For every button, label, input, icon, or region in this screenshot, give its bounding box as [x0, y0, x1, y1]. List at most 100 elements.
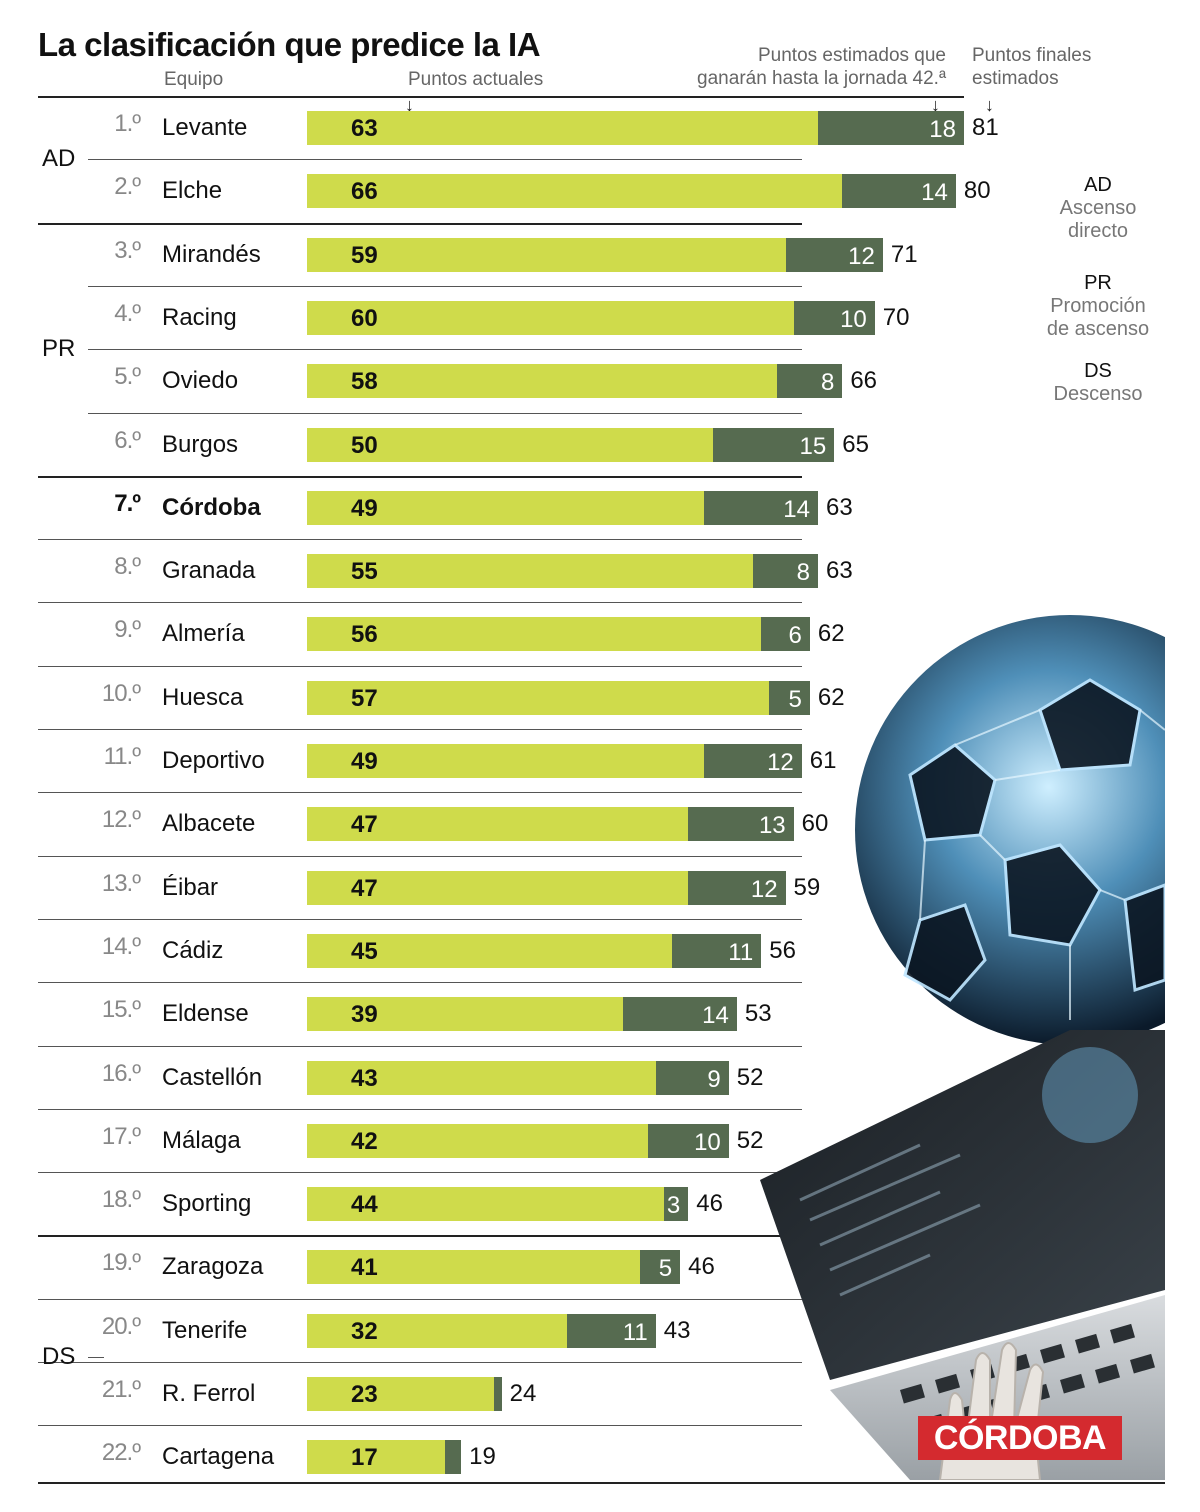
final-points-label: 24	[509, 1380, 537, 1407]
estimated-points-bar	[493, 1377, 502, 1411]
table-row: 10.º Huesca 57 5 62	[0, 666, 1200, 729]
rank-label: 2.º	[114, 173, 141, 201]
estimated-points-label: 5	[788, 685, 802, 713]
header-final-arrow: ↓	[985, 95, 994, 115]
estimated-points-bar: 12	[785, 237, 883, 272]
bottom-rule	[38, 1482, 1165, 1484]
header-estimated-arrow: ↓	[931, 95, 940, 115]
estimated-points-label: 10	[840, 305, 867, 333]
rank-label: 17.º	[101, 1122, 141, 1150]
estimated-points-label: 5	[658, 1255, 673, 1283]
current-points-bar: 60	[307, 300, 794, 335]
row-divider	[38, 539, 802, 541]
table-row: 22.º Cartagena 17 19	[0, 1425, 1200, 1488]
current-points-label: 50	[351, 431, 378, 459]
estimated-points-bar: 6	[761, 617, 810, 652]
team-name: Huesca	[162, 683, 244, 711]
team-name: Racing	[162, 303, 237, 331]
final-points-label: 19	[469, 1443, 496, 1471]
table-row: 6.º Burgos 50 15 65	[0, 413, 1200, 476]
table-row: 9.º Almería 56 6 62	[0, 602, 1200, 665]
current-points-bar: 41	[307, 1250, 640, 1285]
current-points-label: 23	[351, 1381, 378, 1408]
row-divider	[38, 729, 802, 730]
estimated-points-label: 9	[707, 1065, 721, 1093]
current-points-bar: 44	[307, 1187, 664, 1222]
current-points-label: 47	[351, 874, 378, 902]
rank-label: 7.º	[114, 489, 141, 517]
row-divider	[38, 982, 802, 984]
table-row: 12.º Albacete 47 13 60	[0, 792, 1200, 855]
team-name: Granada	[162, 557, 256, 585]
final-points-label: 70	[882, 303, 910, 331]
estimated-points-label: 6	[788, 622, 802, 650]
current-points-label: 32	[351, 1317, 378, 1345]
table-row: 2.º Elche 66 14 80	[0, 159, 1200, 222]
team-name: Córdoba	[162, 493, 261, 521]
current-points-bar: 57	[307, 680, 770, 715]
laptop-screen	[760, 1030, 1165, 1380]
legend-ds: DS Descenso	[1030, 360, 1166, 406]
final-points-label: 63	[826, 493, 853, 521]
final-points-label: 71	[890, 240, 918, 268]
team-name: Castellón	[162, 1063, 263, 1091]
estimated-points-label: 12	[767, 749, 794, 776]
rank-label: 18.º	[101, 1186, 141, 1214]
rank-label: 1.º	[114, 110, 141, 137]
zone-label-ds: DS	[42, 1343, 76, 1370]
team-name: Albacete	[162, 810, 256, 838]
legend-pr-code: PR	[1084, 272, 1112, 294]
current-points-bar: 49	[307, 490, 705, 525]
estimated-points-bar	[444, 1440, 462, 1475]
row-divider	[38, 1362, 802, 1363]
rank-label: 13.º	[101, 869, 141, 897]
code-lines	[799, 1143, 981, 1297]
estimated-points-bar: 12	[704, 744, 802, 778]
final-points-label: 81	[972, 114, 999, 141]
row-divider	[38, 1298, 802, 1300]
current-points-label: 66	[351, 178, 378, 206]
row-divider	[88, 412, 802, 414]
football-panels	[903, 678, 1165, 1002]
estimated-points-bar: 14	[842, 174, 956, 209]
current-points-label: 44	[351, 1191, 378, 1219]
current-points-label: 58	[351, 368, 378, 396]
legend-ad: AD Ascenso directo	[1030, 174, 1166, 243]
current-points-label: 45	[351, 937, 378, 965]
current-points-bar: 42	[307, 1123, 648, 1158]
table-row: 4.º Racing 60 10 70	[0, 286, 1200, 349]
row-divider	[88, 349, 802, 351]
current-points-label: 49	[351, 494, 378, 522]
current-points-label: 55	[351, 558, 378, 586]
zone-divider	[38, 222, 802, 225]
final-points-label: 52	[736, 1063, 764, 1091]
current-points-label: 56	[351, 621, 378, 649]
legend-pr: PR Promoción de ascenso	[1030, 272, 1166, 341]
rank-label: 4.º	[114, 299, 141, 327]
estimated-points-label: 3	[666, 1192, 681, 1220]
table-row: 14.º Cádiz 45 11 56	[0, 919, 1200, 982]
estimated-points-label: 12	[750, 875, 778, 903]
team-name: Almería	[162, 620, 245, 648]
estimated-points-bar: 15	[712, 427, 835, 462]
rank-label: 11.º	[103, 743, 141, 770]
estimated-points-label: 14	[702, 1002, 729, 1030]
estimated-points-label: 12	[848, 242, 875, 270]
table-row: 5.º Oviedo 58 8 66	[0, 349, 1200, 412]
table-row: 3.º Mirandés 59 12 71	[0, 223, 1200, 286]
team-name: Málaga	[162, 1126, 241, 1154]
estimated-points-label: 15	[799, 432, 827, 460]
header-final-points: Puntos finales estimados	[972, 45, 1092, 89]
final-points-label: 80	[963, 177, 991, 205]
rank-label: 3.º	[114, 236, 141, 264]
current-points-bar: 45	[307, 933, 672, 968]
estimated-points-bar: 10	[793, 300, 875, 335]
current-points-bar: 17	[307, 1440, 445, 1475]
legend-ds-code: DS	[1084, 360, 1112, 382]
estimated-points-bar: 9	[655, 1060, 729, 1095]
final-points-label: 66	[850, 367, 878, 395]
team-name: Sporting	[162, 1190, 252, 1218]
current-points-bar: 47	[307, 807, 689, 842]
table-row: 17.º Málaga 42 10 52	[0, 1109, 1200, 1172]
estimated-points-bar: 3	[663, 1187, 689, 1222]
